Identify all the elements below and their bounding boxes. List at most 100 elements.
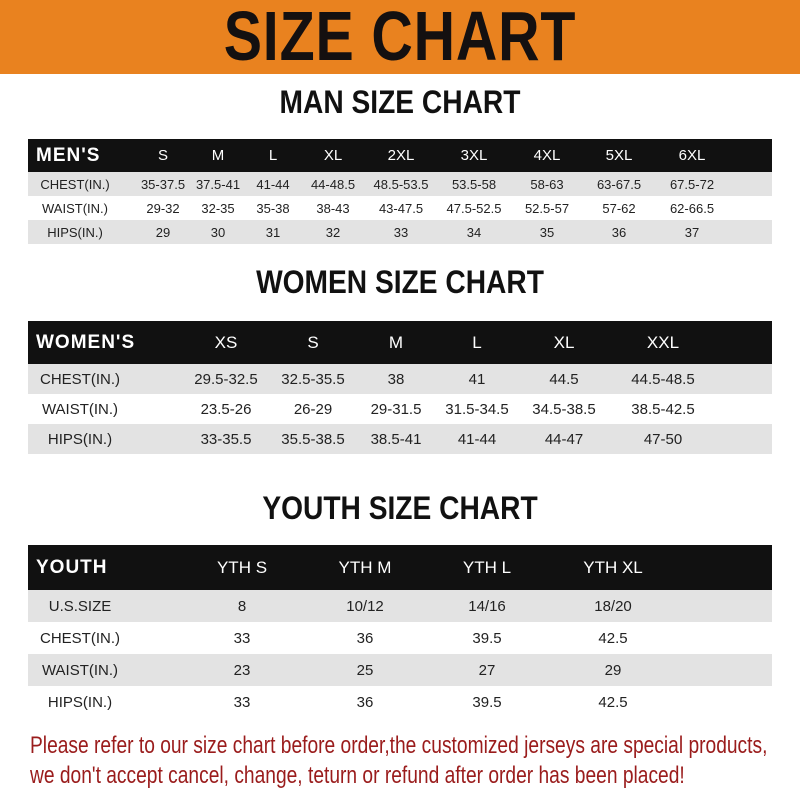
- table-cell: 44.5: [549, 370, 579, 388]
- row-label: U.S.SIZE: [48, 597, 112, 615]
- table-row: WAIST(IN.) 29-32 32-35 35-38 38-43 43-47.5 47.…: [28, 196, 772, 220]
- table-cell: 42.5: [598, 629, 628, 647]
- table-row: U.S.SIZE 8 10/12 14/16 18/20: [28, 590, 772, 622]
- men-header-row: MEN'S S M L XL 2XL 3XL 4XL 5XL 6XL: [28, 139, 772, 172]
- table-row: HIPS(IN.) 33 36 39.5 42.5: [28, 686, 772, 718]
- youth-section-title: YOUTH SIZE CHART: [262, 490, 538, 526]
- size-header: YTH M: [338, 557, 392, 577]
- table-cell: 62-66.5: [669, 200, 715, 216]
- size-header: S: [157, 147, 169, 164]
- size-header: XL: [323, 147, 343, 164]
- table-cell: 32-35: [201, 200, 235, 216]
- table-cell: 29.5-32.5: [194, 370, 258, 388]
- size-chart-banner: SIZE CHART: [0, 0, 800, 75]
- table-cell: 44.5-48.5: [631, 370, 695, 388]
- size-header: YTH L: [462, 557, 512, 577]
- table-cell: 35-37.5: [140, 176, 186, 192]
- table-cell: 58-63: [530, 176, 564, 192]
- table-cell: 29-32: [146, 200, 180, 216]
- row-label: CHEST(IN.): [40, 370, 120, 388]
- table-cell: 36: [356, 693, 374, 711]
- table-cell: 38: [387, 370, 405, 388]
- table-cell: 32: [325, 224, 341, 240]
- table-cell: 48.5-53.5: [373, 176, 429, 192]
- youth-header-label: YOUTH: [36, 556, 108, 578]
- table-cell: 23.5-26: [200, 400, 252, 418]
- size-header: XL: [553, 332, 575, 352]
- size-header: XS: [214, 332, 238, 352]
- table-row: CHEST(IN.) 35-37.5 37.5-41 41-44 44-48.5 48.5…: [28, 172, 772, 196]
- table-row: CHEST(IN.) 33 36 39.5 42.5: [28, 622, 772, 654]
- women-section-title: WOMEN SIZE CHART: [256, 264, 544, 300]
- size-header: M: [211, 147, 225, 164]
- table-row: CHEST(IN.) 29.5-32.5 32.5-35.5 38 41 44.5 44.5…: [28, 364, 772, 394]
- table-cell: 38.5-42.5: [631, 400, 695, 418]
- table-cell: 18/20: [594, 597, 632, 615]
- size-header: 5XL: [605, 147, 633, 164]
- table-cell: 33: [233, 693, 251, 711]
- size-header: S: [307, 332, 319, 352]
- banner-title: SIZE CHART: [223, 0, 577, 75]
- table-cell: 35.5-38.5: [281, 430, 345, 448]
- table-cell: 53.5-58: [451, 176, 497, 192]
- table-cell: 33: [393, 224, 409, 240]
- table-cell: 43-47.5: [378, 200, 424, 216]
- table-cell: 41-44: [457, 430, 497, 448]
- size-header: L: [472, 332, 482, 352]
- table-cell: 23: [233, 661, 251, 679]
- size-header: M: [388, 332, 404, 352]
- size-header: 3XL: [460, 147, 488, 164]
- table-cell: 67.5-72: [669, 176, 715, 192]
- table-cell: 38-43: [316, 200, 350, 216]
- table-cell: 31: [265, 224, 281, 240]
- table-row: WAIST(IN.) 23 25 27 29: [28, 654, 772, 686]
- row-label: WAIST(IN.): [41, 661, 119, 679]
- table-cell: 37.5-41: [195, 176, 241, 192]
- table-cell: 8: [237, 597, 247, 615]
- table-cell: 37: [684, 224, 700, 240]
- row-label: HIPS(IN.): [47, 430, 113, 448]
- table-cell: 30: [210, 224, 226, 240]
- table-cell: 63-67.5: [596, 176, 642, 192]
- row-label: CHEST(IN.): [40, 176, 110, 192]
- table-cell: 29: [604, 661, 622, 679]
- table-cell: 41-44: [256, 176, 290, 192]
- table-cell: 26-29: [293, 400, 333, 418]
- men-header-label: MEN'S: [36, 144, 101, 166]
- table-row: HIPS(IN.) 33-35.5 35.5-38.5 38.5-41 41-44 44-…: [28, 424, 772, 454]
- table-cell: 57-62: [602, 200, 636, 216]
- table-cell: 25: [356, 661, 374, 679]
- table-cell: 33: [233, 629, 251, 647]
- table-cell: 52.5-57: [524, 200, 570, 216]
- size-header: 2XL: [387, 147, 415, 164]
- size-header: YTH S: [216, 557, 268, 577]
- table-cell: 39.5: [472, 629, 502, 647]
- table-cell: 41: [468, 370, 486, 388]
- men-section-title: MAN SIZE CHART: [279, 84, 521, 120]
- table-cell: 47.5-52.5: [446, 200, 502, 216]
- table-cell: 29-31.5: [370, 400, 422, 418]
- table-cell: 36: [611, 224, 627, 240]
- women-header-row: WOMEN'S XS S M L XL XXL: [28, 321, 772, 364]
- table-cell: 34: [466, 224, 482, 240]
- table-cell: 10/12: [346, 597, 384, 615]
- table-cell: 27: [478, 661, 496, 679]
- table-cell: 34.5-38.5: [532, 400, 596, 418]
- table-cell: 47-50: [643, 430, 683, 448]
- size-header: 4XL: [533, 147, 561, 164]
- table-row: HIPS(IN.) 29 30 31 32 33 34 35 36 37: [28, 220, 772, 244]
- size-header: L: [268, 147, 278, 164]
- table-cell: 31.5-34.5: [445, 400, 509, 418]
- table-cell: 33-35.5: [200, 430, 252, 448]
- table-row: WAIST(IN.) 23.5-26 26-29 29-31.5 31.5-34.5 34…: [28, 394, 772, 424]
- table-cell: 44-48.5: [310, 176, 356, 192]
- size-header: YTH XL: [583, 557, 643, 577]
- table-cell: 29: [155, 224, 171, 240]
- table-cell: 35-38: [256, 200, 290, 216]
- table-cell: 44-47: [544, 430, 584, 448]
- notice-line-1: Please refer to our size chart before or…: [30, 732, 768, 759]
- women-header-label: WOMEN'S: [36, 331, 136, 353]
- table-cell: 14/16: [468, 597, 506, 615]
- table-cell: 39.5: [472, 693, 502, 711]
- notice-line-2: we don't accept cancel, change, teturn o…: [30, 762, 685, 789]
